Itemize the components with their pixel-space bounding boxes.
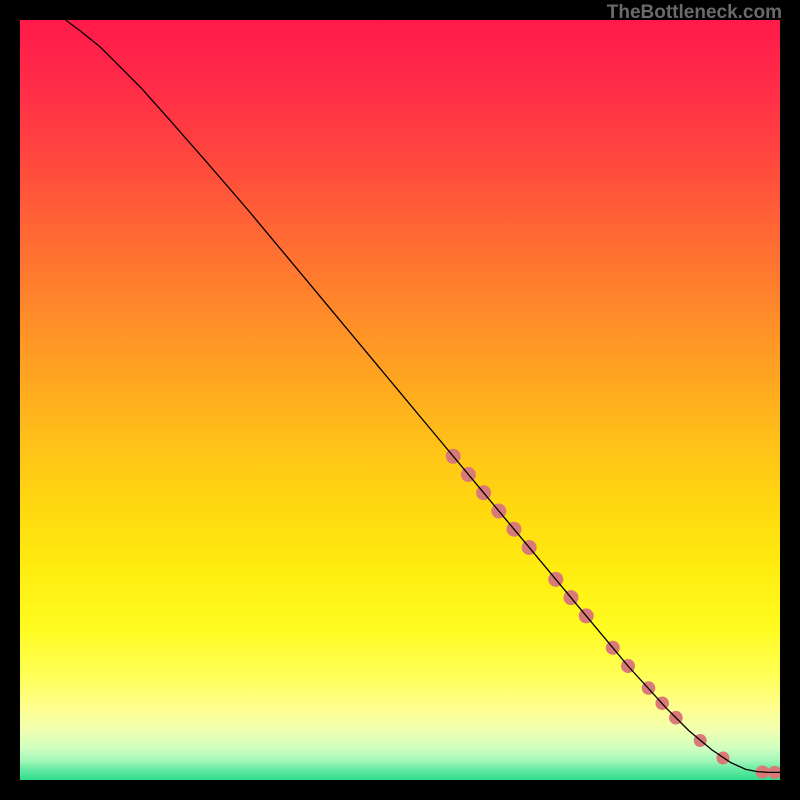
marker-group bbox=[443, 446, 780, 779]
plot-svg bbox=[20, 20, 780, 780]
chart-root: TheBottleneck.com bbox=[0, 0, 800, 800]
plot-area bbox=[20, 20, 780, 780]
watermark-text: TheBottleneck.com bbox=[607, 2, 782, 24]
curve-line bbox=[66, 20, 780, 772]
